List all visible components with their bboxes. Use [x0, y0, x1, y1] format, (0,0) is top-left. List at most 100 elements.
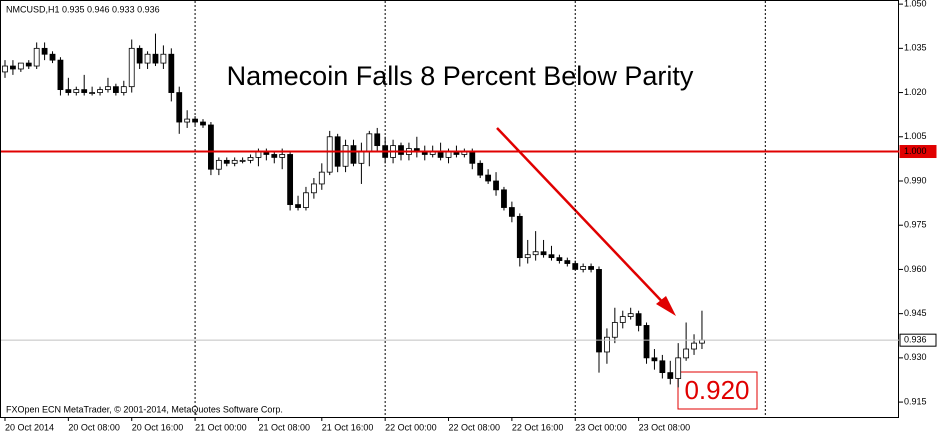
- candle-body: [128, 47, 135, 88]
- candle-body: [691, 342, 697, 350]
- candle-body: [477, 162, 484, 176]
- candle-body: [683, 348, 690, 359]
- candle-body: [540, 251, 547, 256]
- y-tick-label: 0.930: [904, 352, 927, 362]
- candle-body: [326, 136, 333, 173]
- candle-body: [659, 360, 666, 374]
- x-tick-label: 20 Oct 16:00: [132, 422, 184, 432]
- candle-body: [200, 121, 206, 126]
- footer: FXOpen ECN MetaTrader, © 2001-2014, Meta…: [6, 404, 283, 414]
- y-tick-label: 1.050: [904, 0, 927, 9]
- candle-body: [49, 53, 56, 61]
- x-tick-label: 22 Oct 16:00: [512, 422, 564, 432]
- candle-body: [643, 325, 650, 359]
- candle-body: [350, 145, 357, 164]
- candle-body: [89, 92, 96, 94]
- y-tick-label: 1.005: [904, 131, 927, 141]
- candle-body: [627, 313, 634, 317]
- plot-frame: [0, 0, 899, 418]
- y-tick-label: 1.020: [904, 87, 927, 97]
- candle-body: [548, 254, 555, 259]
- x-tick-label: 22 Oct 08:00: [449, 422, 501, 432]
- candle-body: [33, 47, 40, 67]
- candle-body: [303, 192, 309, 208]
- arrow: [496, 127, 676, 316]
- candle-body: [136, 47, 143, 64]
- candle-body: [239, 159, 246, 162]
- candle-body: [176, 92, 183, 123]
- candle-body: [271, 154, 278, 158]
- candle-body: [144, 53, 151, 64]
- candle-body: [73, 89, 80, 93]
- y-tick-label: 0.960: [904, 264, 927, 274]
- annotation-box: [677, 371, 758, 410]
- candle-body: [57, 59, 64, 91]
- candle-body: [366, 133, 373, 152]
- candle-body: [374, 133, 381, 147]
- x-tick-label: 20 Oct 2014: [5, 422, 54, 432]
- candle-body: [588, 266, 594, 270]
- candle-body: [310, 183, 317, 194]
- candle-body: [667, 372, 674, 379]
- annotation: 0.920: [684, 375, 749, 405]
- y-tick-label: 0.975: [904, 220, 927, 230]
- candle-body: [635, 313, 642, 326]
- candle-body: [295, 204, 301, 208]
- candle-body: [160, 53, 167, 64]
- candle-body: [215, 159, 222, 170]
- candle-body: [516, 215, 523, 259]
- candle-body: [287, 154, 294, 205]
- candle-body: [524, 254, 531, 259]
- candle-body: [17, 62, 24, 70]
- candle-body: [168, 53, 175, 93]
- candle-body: [65, 89, 72, 93]
- candle-body: [81, 89, 88, 93]
- candle-body: [41, 47, 48, 55]
- candle-body: [596, 269, 602, 353]
- candle-body: [501, 189, 507, 208]
- x-tick-label: 20 Oct 08:00: [68, 422, 120, 432]
- candle-body: [25, 62, 32, 67]
- price-label-box: [899, 333, 937, 347]
- candle-body: [231, 159, 238, 164]
- candle-body: [508, 207, 515, 217]
- price-label: 1.000: [904, 146, 927, 156]
- candle-body: [318, 171, 325, 185]
- y-tick-label: 0.990: [904, 175, 927, 185]
- candle-body: [485, 174, 492, 182]
- chart-title: Namecoin Falls 8 Percent Below Parity: [227, 61, 694, 91]
- candle-body: [493, 180, 499, 191]
- candle-body: [105, 86, 111, 91]
- candle-body: [2, 65, 8, 73]
- y-tick-label: 1.035: [904, 43, 927, 53]
- candle-body: [279, 154, 286, 158]
- candle-body: [556, 257, 563, 261]
- candle-body: [358, 151, 365, 164]
- x-tick-label: 21 Oct 00:00: [195, 422, 247, 432]
- x-tick-label: 23 Oct 00:00: [575, 422, 627, 432]
- candle-body: [112, 86, 119, 93]
- x-tick-label: 22 Oct 00:00: [385, 422, 437, 432]
- candle-body: [223, 159, 230, 164]
- candle-body: [184, 118, 191, 123]
- candle-body: [572, 263, 579, 270]
- candle-body: [10, 65, 16, 70]
- chart-header: NMCUSD,H1 0.935 0.946 0.933 0.936: [6, 4, 160, 14]
- candle-body: [611, 322, 618, 338]
- price-label: 0.936: [904, 335, 927, 345]
- candle-body: [342, 145, 349, 167]
- candle-body: [675, 357, 682, 379]
- candle-body: [532, 251, 539, 256]
- candle-body: [564, 260, 571, 264]
- candle-body: [192, 118, 198, 123]
- candle-body: [208, 124, 214, 170]
- y-tick-label: 0.915: [904, 396, 927, 406]
- x-tick-label: 21 Oct 08:00: [258, 422, 310, 432]
- candle-body: [469, 151, 476, 164]
- x-tick-label: 21 Oct 16:00: [322, 422, 374, 432]
- price-label-box: [899, 145, 937, 159]
- candle-body: [398, 145, 404, 155]
- candle-body: [120, 86, 127, 93]
- y-tick-label: 0.945: [904, 308, 927, 318]
